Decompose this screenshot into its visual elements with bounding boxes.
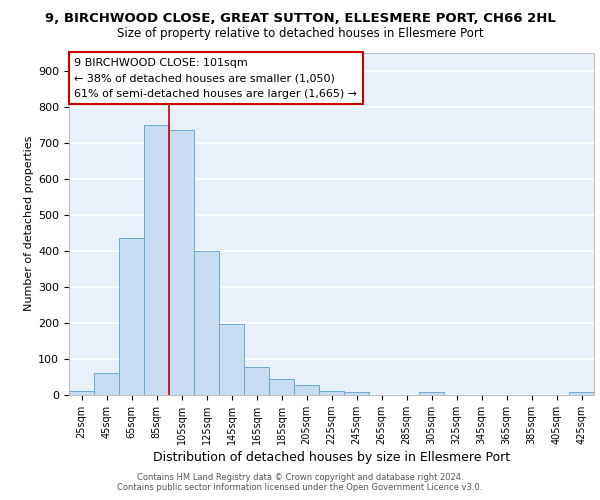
Text: Contains public sector information licensed under the Open Government Licence v3: Contains public sector information licen… [118, 484, 482, 492]
Bar [94, 374, 119, 395]
Text: Contains HM Land Registry data © Crown copyright and database right 2024.: Contains HM Land Registry data © Crown c… [137, 472, 463, 482]
Bar [244, 367, 269, 395]
Bar [169, 130, 194, 395]
Text: Size of property relative to detached houses in Ellesmere Port: Size of property relative to detached ho… [116, 28, 484, 40]
Bar [69, 392, 94, 395]
Y-axis label: Number of detached properties: Number of detached properties [24, 136, 34, 312]
Text: 9 BIRCHWOOD CLOSE: 101sqm
← 38% of detached houses are smaller (1,050)
61% of se: 9 BIRCHWOOD CLOSE: 101sqm ← 38% of detac… [74, 58, 358, 99]
Bar [194, 251, 219, 395]
Bar [344, 392, 369, 395]
Bar [569, 392, 594, 395]
Bar [419, 392, 444, 395]
Bar [269, 380, 294, 395]
Text: 9, BIRCHWOOD CLOSE, GREAT SUTTON, ELLESMERE PORT, CH66 2HL: 9, BIRCHWOOD CLOSE, GREAT SUTTON, ELLESM… [44, 12, 556, 26]
Bar [294, 385, 319, 395]
X-axis label: Distribution of detached houses by size in Ellesmere Port: Distribution of detached houses by size … [153, 451, 510, 464]
Bar [319, 390, 344, 395]
Bar [119, 238, 144, 395]
Bar [219, 324, 244, 395]
Bar [144, 124, 169, 395]
